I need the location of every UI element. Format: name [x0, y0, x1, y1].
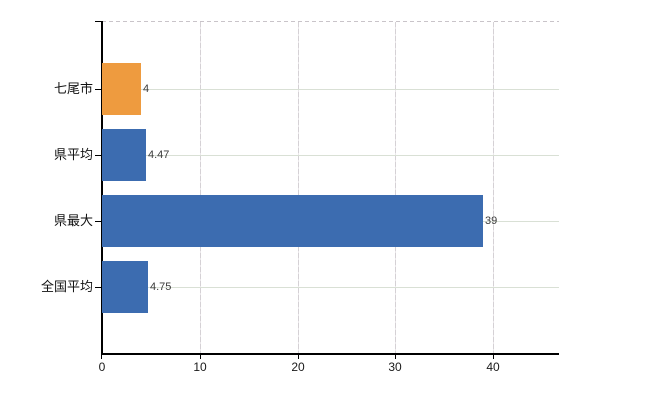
- x-axis-tick: [298, 354, 299, 359]
- y-gridline: [102, 89, 559, 90]
- x-axis-tick: [395, 354, 396, 359]
- x-axis-tick-label: 30: [388, 360, 402, 374]
- y-axis-category-label: 県平均: [53, 147, 93, 162]
- bar-value-label: 39: [485, 215, 498, 227]
- bar-value-label: 4.75: [150, 281, 172, 293]
- x-axis-tick: [200, 354, 201, 359]
- y-axis-tick: [95, 221, 101, 222]
- y-axis-top-tick: [95, 21, 101, 22]
- y-axis-category-label: 全国平均: [40, 279, 93, 294]
- x-gridline: [395, 22, 396, 353]
- x-gridline: [200, 22, 201, 353]
- y-gridline: [102, 155, 559, 156]
- y-axis-line: [101, 21, 103, 354]
- y-axis-tick: [95, 287, 101, 288]
- bar-value-label: 4.47: [148, 149, 170, 161]
- y-axis-category-label: 七尾市: [53, 81, 93, 96]
- x-axis-tick-label: 10: [193, 360, 207, 374]
- x-axis-tick: [493, 354, 494, 359]
- bar-default: [102, 195, 483, 247]
- y-axis-tick: [95, 155, 101, 156]
- bar-default: [102, 261, 148, 313]
- x-axis-tick-label: 20: [291, 360, 305, 374]
- y-axis-category-label: 県最大: [53, 213, 93, 228]
- y-axis-tick: [95, 89, 101, 90]
- bar-default: [102, 129, 146, 181]
- x-gridline: [493, 22, 494, 353]
- x-axis-line: [101, 353, 559, 355]
- plot-top-dashed-border: [102, 21, 559, 22]
- x-gridline: [298, 22, 299, 353]
- x-axis-tick-label: 0: [98, 360, 106, 374]
- x-axis-tick: [101, 354, 102, 359]
- x-axis-tick-label: 40: [486, 360, 500, 374]
- y-gridline: [102, 287, 559, 288]
- bar-highlight: [102, 63, 141, 115]
- bar-value-label: 4: [143, 83, 150, 95]
